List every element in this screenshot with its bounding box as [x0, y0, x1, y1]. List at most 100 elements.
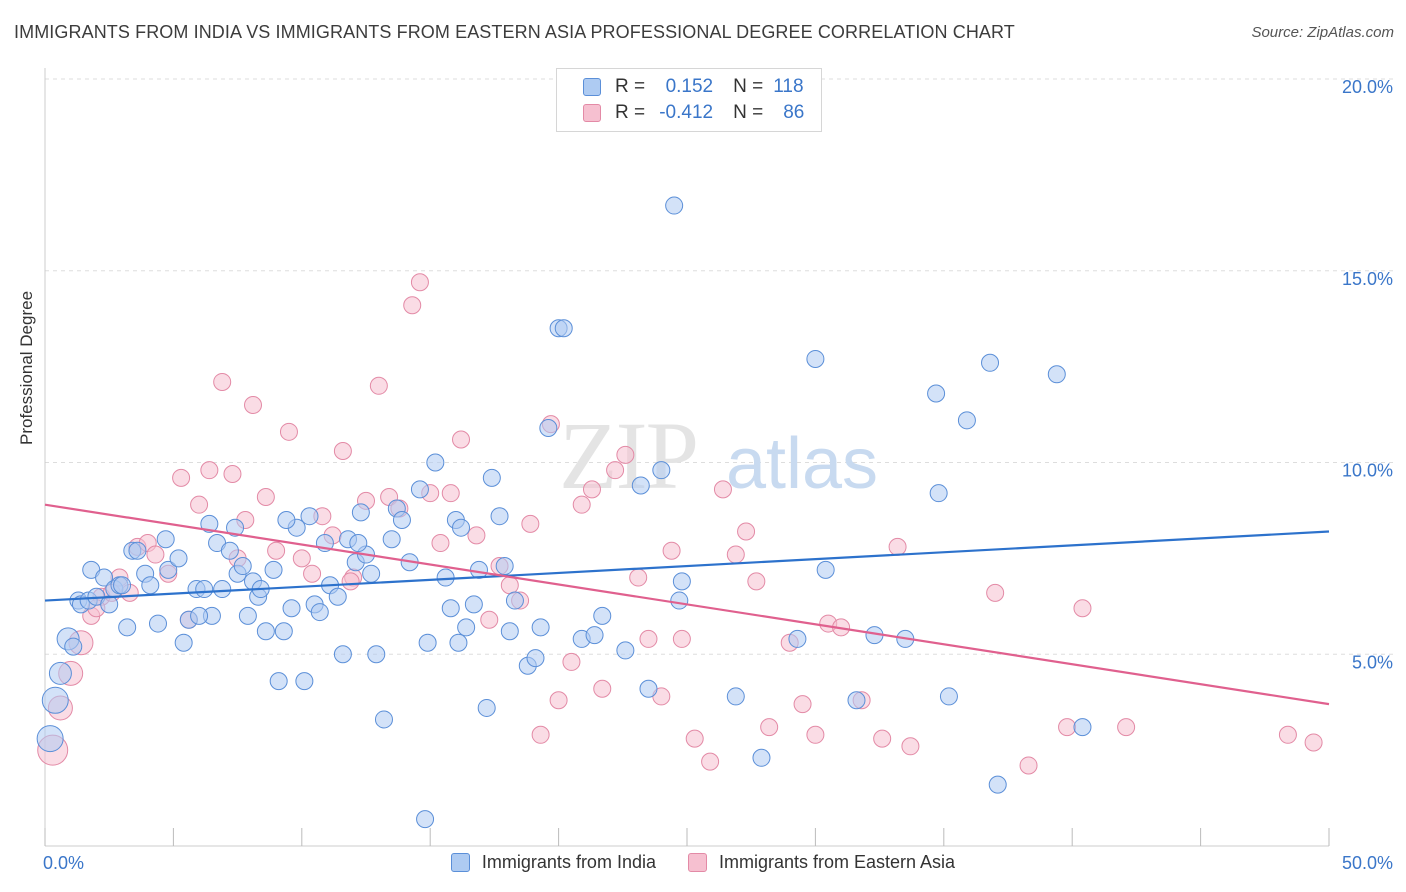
data-point-india [477, 698, 496, 717]
data-point-india [264, 560, 283, 579]
eastern-asia-n-value: 86 [783, 102, 805, 123]
data-point-eastern-asia [223, 465, 242, 484]
data-point-india [213, 580, 232, 599]
data-point-india [382, 530, 401, 549]
data-point-india [362, 564, 381, 583]
data-point-india [500, 622, 519, 641]
trend-lines [44, 503, 1330, 706]
data-point-india [141, 576, 160, 595]
data-point-eastern-asia [292, 549, 311, 568]
data-point-india [585, 626, 604, 645]
data-point-india [505, 591, 524, 610]
data-point-india [367, 645, 386, 664]
data-point-india [156, 530, 175, 549]
data-point-eastern-asia [639, 629, 658, 648]
data-point-eastern-asia [986, 583, 1005, 602]
r-label: R = [615, 102, 646, 123]
data-point-india [1073, 718, 1092, 737]
data-point-eastern-asia [1058, 718, 1077, 737]
data-point-india [495, 557, 514, 576]
legend-item-eastern-asia: Immigrants from Eastern Asia [687, 852, 956, 873]
data-point-eastern-asia [662, 541, 681, 560]
data-point-eastern-asia [521, 514, 540, 533]
data-point-eastern-asia [901, 737, 920, 756]
data-point-india [531, 618, 550, 637]
data-point-india [118, 618, 137, 637]
data-point-eastern-asia [760, 718, 779, 737]
x-tick-label-max: 50.0% [1342, 853, 1393, 873]
data-point-eastern-asia [146, 545, 165, 564]
data-point-eastern-asia [549, 691, 568, 710]
eastern-asia-legend-swatch [687, 853, 707, 872]
n-label: N = [733, 76, 764, 97]
data-point-eastern-asia [593, 679, 612, 698]
data-point-india [652, 461, 671, 480]
data-point-india [410, 480, 429, 499]
data-point-india [226, 518, 245, 537]
data-point-eastern-asia [1117, 718, 1136, 737]
data-point-india [269, 672, 288, 691]
y-tick-label: 5.0% [1352, 652, 1393, 672]
r-label: R = [615, 76, 646, 97]
data-point-eastern-asia [616, 445, 635, 464]
data-point-india [128, 541, 147, 560]
data-point-eastern-asia [452, 430, 471, 449]
data-point-india [490, 507, 509, 526]
data-point-india [464, 595, 483, 614]
india-legend-swatch [450, 853, 470, 872]
data-point-eastern-asia [888, 537, 907, 556]
data-point-eastern-asia [410, 273, 429, 292]
data-point-eastern-asia [1304, 733, 1323, 752]
data-point-eastern-asia [685, 729, 704, 748]
data-point-eastern-asia [873, 729, 892, 748]
data-point-eastern-asia [200, 461, 219, 480]
data-point-eastern-asia [267, 541, 286, 560]
data-point-india [449, 633, 468, 652]
data-point-eastern-asia [341, 572, 360, 591]
trend-line-eastern-asia [44, 503, 1330, 706]
data-point-india [374, 710, 393, 729]
data-point-eastern-asia [500, 576, 519, 595]
data-point-india [113, 576, 132, 595]
data-point-eastern-asia [431, 534, 450, 553]
data-point-india [277, 511, 296, 530]
data-point-india [256, 622, 275, 641]
data-point-india [95, 568, 114, 587]
tick-labels: 5.0% 10.0% 15.0% 20.0% 0.0% 50.0% [43, 77, 1393, 873]
data-point-india [929, 484, 948, 503]
data-point-eastern-asia [369, 376, 388, 395]
data-point-india [436, 568, 455, 587]
data-point-eastern-asia [244, 395, 263, 414]
data-point-eastern-asia [441, 484, 460, 503]
data-point-india [416, 810, 435, 829]
chart-source: Source: ZipAtlas.com [1251, 24, 1394, 41]
india-n-value: 118 [773, 76, 804, 97]
data-point-india [593, 606, 612, 625]
data-point-india [726, 687, 745, 706]
data-point-eastern-asia [172, 468, 191, 487]
trend-line-india [44, 530, 1330, 602]
data-point-india [452, 518, 471, 537]
data-point-india [295, 672, 314, 691]
data-point-eastern-asia [213, 372, 232, 391]
data-point-india [418, 633, 437, 652]
data-point-india [159, 560, 178, 579]
legend-row-india: R = 0.152 N = 118 [583, 74, 804, 100]
data-point-india [1047, 365, 1066, 384]
data-point-india [392, 511, 411, 530]
data-point-eastern-asia [737, 522, 756, 541]
data-point-eastern-asia [1019, 756, 1038, 775]
data-point-india [36, 725, 64, 753]
y-tick-label: 15.0% [1342, 269, 1393, 289]
data-point-india [639, 679, 658, 698]
data-point-india [310, 603, 329, 622]
data-point-india [64, 637, 83, 656]
eastern-asia-swatch [583, 104, 601, 122]
data-point-eastern-asia [1278, 725, 1297, 744]
data-point-india [847, 691, 866, 710]
data-point-eastern-asia [562, 652, 581, 671]
data-point-india [631, 476, 650, 495]
data-point-eastern-asia [333, 441, 352, 460]
eastern-asia-legend-label: Immigrants from Eastern Asia [718, 852, 956, 872]
